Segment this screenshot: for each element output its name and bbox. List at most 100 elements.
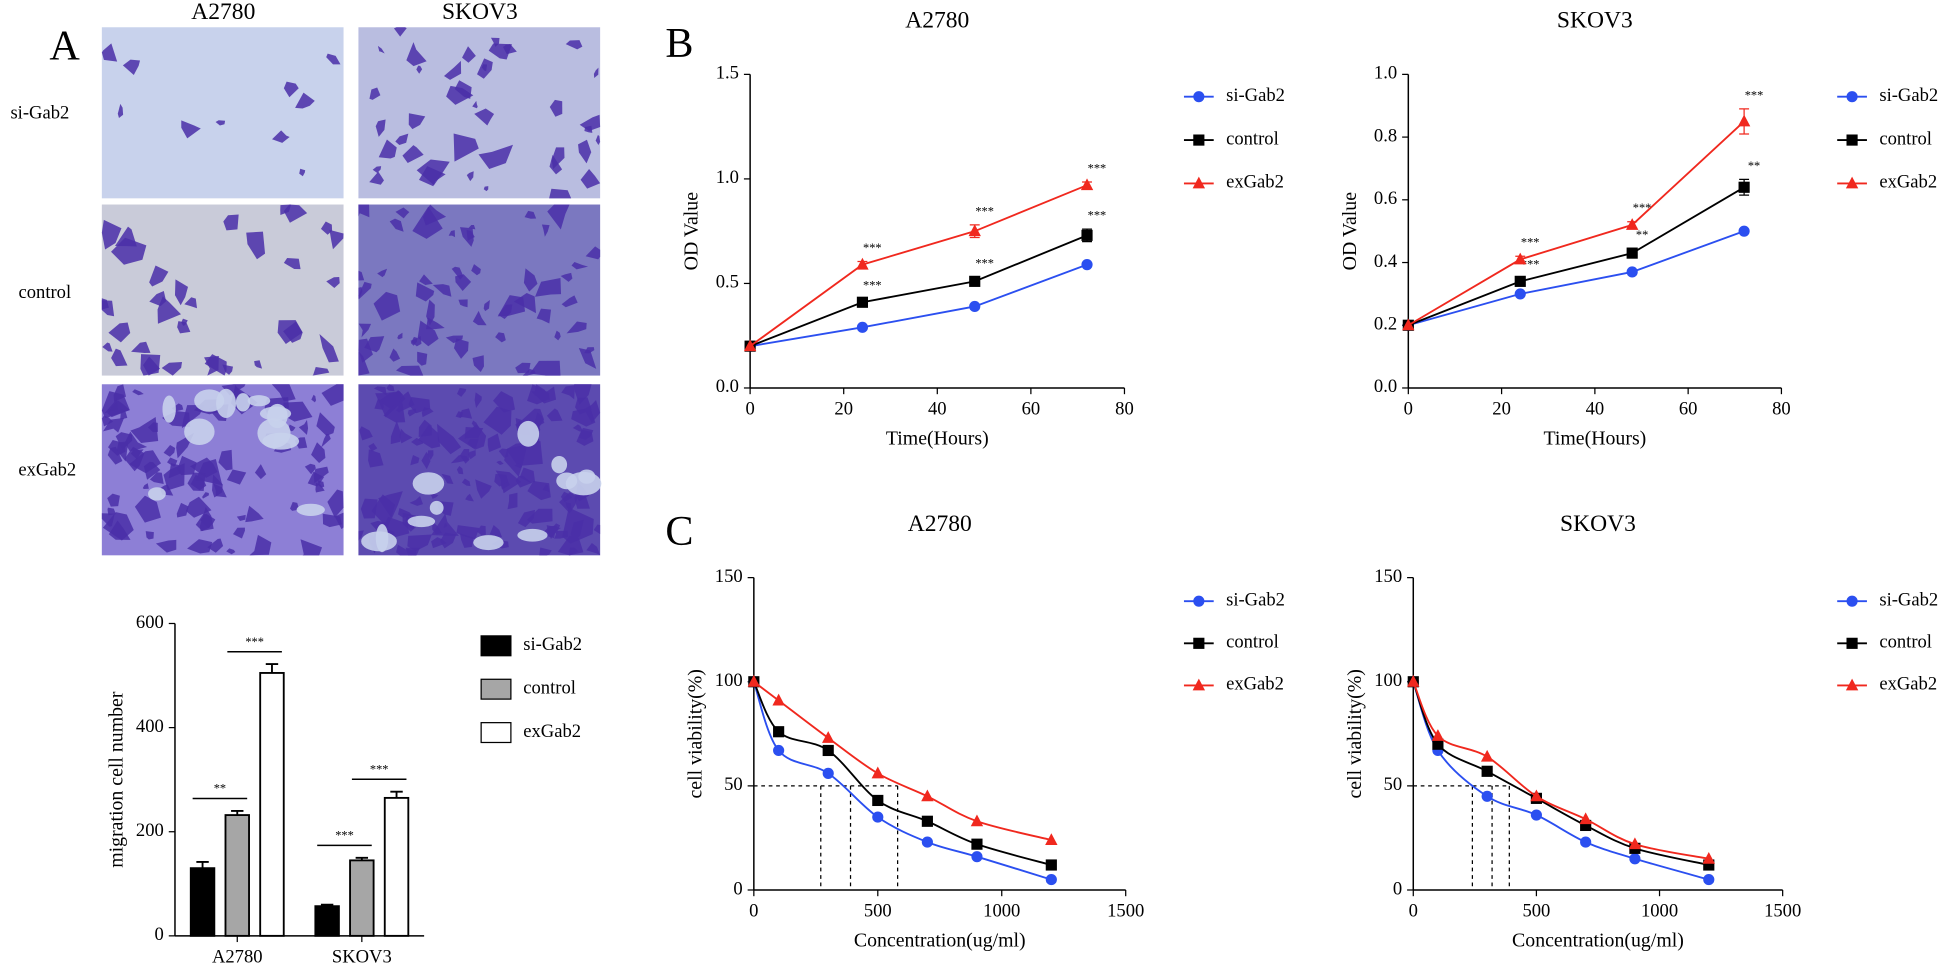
micrographs xyxy=(101,27,602,556)
cell xyxy=(115,432,133,450)
bar xyxy=(259,672,285,937)
y-tick-label: 0.2 xyxy=(1374,314,1397,335)
cell xyxy=(410,336,418,346)
cell xyxy=(277,320,303,344)
marker xyxy=(921,789,934,802)
cell xyxy=(107,493,120,507)
cell xyxy=(358,270,365,281)
legend-marker xyxy=(1193,91,1205,103)
x-tick-label: 500 xyxy=(864,901,892,922)
marker xyxy=(1045,874,1057,886)
legend-marker xyxy=(1193,595,1205,607)
cell xyxy=(586,542,601,556)
x-tick-label: 80 xyxy=(1115,399,1134,420)
y-tick-label: 1.0 xyxy=(716,167,739,188)
x-tick-label: 60 xyxy=(1022,399,1041,420)
cell xyxy=(321,384,344,406)
cell xyxy=(408,113,426,130)
cell xyxy=(471,420,480,429)
cell xyxy=(184,297,198,309)
legend-marker xyxy=(1846,134,1858,146)
marker xyxy=(1432,738,1444,750)
error-bar xyxy=(265,663,279,673)
cell xyxy=(549,99,563,117)
cell xyxy=(368,442,378,452)
cell xyxy=(102,342,113,352)
series-line xyxy=(752,681,1052,881)
cell xyxy=(431,513,459,536)
cell xyxy=(163,444,176,457)
cell xyxy=(122,59,141,75)
significance-label: *** xyxy=(1521,236,1540,250)
marker xyxy=(969,275,981,287)
column-label: A2780 xyxy=(191,0,255,25)
cell xyxy=(145,531,154,540)
x-tick-label: 1500 xyxy=(1107,901,1144,922)
significance-label: *** xyxy=(863,241,882,255)
cell xyxy=(584,399,601,423)
y-axis-label: OD Value xyxy=(1339,192,1361,271)
cell xyxy=(375,119,386,137)
series-line xyxy=(749,234,1088,348)
cell xyxy=(107,446,123,465)
cell xyxy=(519,467,536,483)
y-axis-label: cell viability(%) xyxy=(1344,669,1366,798)
y-axis-label: migration cell number xyxy=(106,691,128,868)
cell xyxy=(585,246,601,260)
cell xyxy=(108,322,131,343)
y-tick-label: 0.8 xyxy=(1374,125,1397,146)
cell xyxy=(534,412,545,428)
y-tick-label: 0.0 xyxy=(716,376,739,397)
marker xyxy=(743,339,757,352)
cell xyxy=(546,525,561,540)
error-bar xyxy=(355,856,369,861)
marker xyxy=(969,300,981,313)
cell xyxy=(549,154,563,175)
chart-title: SKOV3 xyxy=(1557,8,1633,34)
y-tick-label: 100 xyxy=(715,670,743,691)
cell xyxy=(498,304,513,320)
cell xyxy=(416,159,450,186)
marker xyxy=(1431,729,1445,741)
legend-label: exGab2 xyxy=(1879,172,1937,193)
marker xyxy=(1737,114,1751,127)
cell xyxy=(358,281,372,300)
gap xyxy=(247,395,271,407)
cell xyxy=(477,525,486,536)
cell xyxy=(565,40,583,50)
cell xyxy=(378,392,402,410)
x-axis-label: Concentration(ug/ml) xyxy=(854,930,1026,952)
y-tick-label: 150 xyxy=(1374,566,1402,587)
marker xyxy=(1703,874,1715,886)
gap xyxy=(375,523,389,553)
cell xyxy=(561,385,575,400)
cell xyxy=(566,321,587,334)
marker xyxy=(1629,853,1641,865)
cell xyxy=(299,168,306,177)
x-tick-label: SKOV3 xyxy=(332,946,392,967)
marker xyxy=(772,693,785,706)
cell xyxy=(111,348,128,367)
cell xyxy=(527,384,550,405)
cell xyxy=(417,320,439,347)
significance-label: *** xyxy=(1633,201,1652,215)
cell xyxy=(181,404,205,429)
cell xyxy=(448,230,456,238)
cell xyxy=(101,415,114,427)
cell xyxy=(143,461,161,480)
cell xyxy=(223,214,239,231)
x-tick-label: A2780 xyxy=(212,946,263,967)
cell xyxy=(254,360,263,369)
cell xyxy=(236,514,246,521)
cell xyxy=(218,449,233,471)
cell xyxy=(147,422,158,433)
cell xyxy=(207,538,224,553)
significance-label: ** xyxy=(214,782,226,796)
marker xyxy=(1579,812,1592,825)
legend-marker xyxy=(1845,678,1859,691)
legend-label: si-Gab2 xyxy=(1879,589,1938,610)
column-label: SKOV3 xyxy=(442,0,518,25)
cell xyxy=(560,272,573,282)
y-tick-label: 0 xyxy=(155,924,164,945)
y-tick-label: 100 xyxy=(1374,670,1402,691)
